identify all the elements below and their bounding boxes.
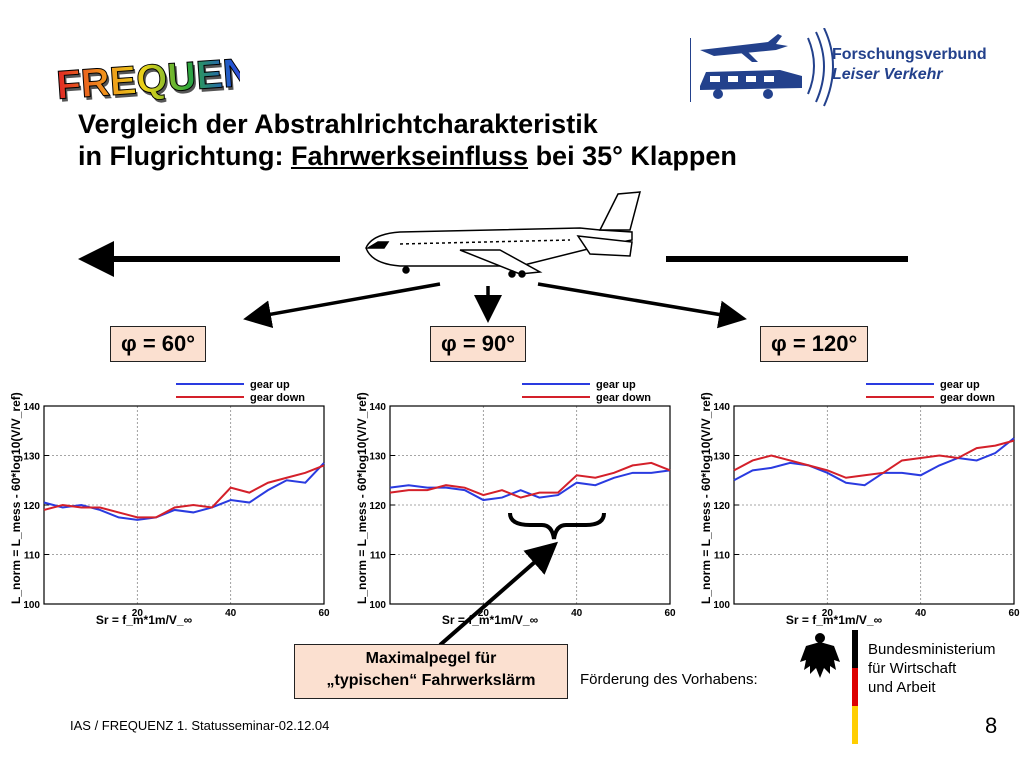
x-axis-label: Sr = f_m*1m/V_∞ <box>786 613 882 627</box>
x-tick-label: 40 <box>915 608 927 619</box>
y-tick-label: 120 <box>369 501 386 512</box>
x-tick-label: 60 <box>318 608 330 619</box>
funding-label: Förderung des Vorhabens: <box>580 671 758 688</box>
series-line-gear-up <box>733 437 1015 487</box>
aircraft-icon <box>365 191 641 278</box>
angle-label-60: φ = 60° <box>110 326 207 362</box>
y-tick-label: 140 <box>713 402 730 413</box>
plot-frame <box>733 405 1015 605</box>
airplane-icon <box>700 34 788 56</box>
y-tick-label: 110 <box>370 551 387 562</box>
footer-text: IAS / FREQUENZ 1. Statusseminar-02.12.04 <box>70 718 330 733</box>
y-tick-label: 130 <box>369 452 386 463</box>
partner-name-line2: Leiser Verkehr <box>832 66 943 83</box>
y-tick-label: 100 <box>713 600 730 611</box>
x-tick-label: 20 <box>822 608 834 619</box>
partner-name-line1: Forschungsverbund <box>832 46 987 63</box>
partner-logo-graphic <box>690 28 834 107</box>
y-tick-label: 120 <box>713 501 730 512</box>
arrow-60 <box>243 282 441 329</box>
legend-label: gear up <box>596 379 636 391</box>
series-line-gear-up <box>43 462 325 521</box>
x-tick-label: 20 <box>478 608 490 619</box>
plot-frame <box>389 405 671 605</box>
y-axis-label: L_norm = L_mess - 60*log10(V/V_ref) <box>699 392 713 604</box>
title-line2: in Flugrichtung: Fahrwerkseinfluss bei 3… <box>78 141 737 171</box>
legend-label: gear down <box>250 392 305 404</box>
y-tick-label: 130 <box>713 452 730 463</box>
svg-text:FREQUENZ: FREQUENZ <box>55 49 240 105</box>
eagle-icon <box>800 633 840 678</box>
y-tick-label: 110 <box>24 551 41 562</box>
brace-icon <box>508 512 606 540</box>
y-tick-label: 110 <box>714 551 731 562</box>
y-tick-label: 100 <box>23 600 40 611</box>
x-tick-label: 20 <box>132 608 144 619</box>
y-tick-label: 140 <box>369 402 386 413</box>
angle-label-90: φ = 90° <box>430 326 527 362</box>
arrow-120 <box>537 282 747 329</box>
frequenz-logo: FREQUENZ FREQUENZ <box>55 48 240 105</box>
y-tick-label: 130 <box>23 452 40 463</box>
x-tick-label: 60 <box>1008 608 1020 619</box>
callout-box: Maximalpegel für „typischen“ Fahrwerkslä… <box>294 644 568 699</box>
aircraft-diagram <box>78 191 908 329</box>
title-underlined: Fahrwerkseinfluss <box>290 141 529 171</box>
legend-label: gear down <box>596 392 651 404</box>
ministry-emblem <box>800 630 858 744</box>
callout-line2: „typischen“ Fahrwerkslärm <box>326 672 536 689</box>
legend-label: gear up <box>940 379 980 391</box>
page-number: 8 <box>985 713 998 738</box>
x-tick-label: 40 <box>225 608 237 619</box>
series-line-gear-down <box>43 464 325 519</box>
ministry-name: Bundesministerium für Wirtschaft und Arb… <box>868 641 996 696</box>
series-line-gear-down <box>733 439 1015 479</box>
x-tick-label: 60 <box>664 608 676 619</box>
plot-frame <box>43 405 325 605</box>
legend-label: gear down <box>940 392 995 404</box>
x-axis-label: Sr = f_m*1m/V_∞ <box>96 613 192 627</box>
callout-line1: Maximalpegel für <box>365 650 497 667</box>
series-line-gear-down <box>389 461 671 499</box>
legend-label: gear up <box>250 379 290 391</box>
callout-pointer <box>438 512 606 647</box>
title-line1: Vergleich der Abstrahlrichtcharakteristi… <box>78 109 598 139</box>
slide-title: Vergleich der Abstrahlrichtcharakteristi… <box>78 108 737 172</box>
angle-label-120: φ = 120° <box>760 326 869 362</box>
y-axis-label: L_norm = L_mess - 60*log10(V/V_ref) <box>9 392 23 604</box>
y-tick-label: 120 <box>23 501 40 512</box>
y-axis-label: L_norm = L_mess - 60*log10(V/V_ref) <box>355 392 369 604</box>
y-tick-label: 100 <box>369 600 386 611</box>
x-tick-label: 40 <box>571 608 583 619</box>
y-tick-label: 140 <box>23 402 40 413</box>
